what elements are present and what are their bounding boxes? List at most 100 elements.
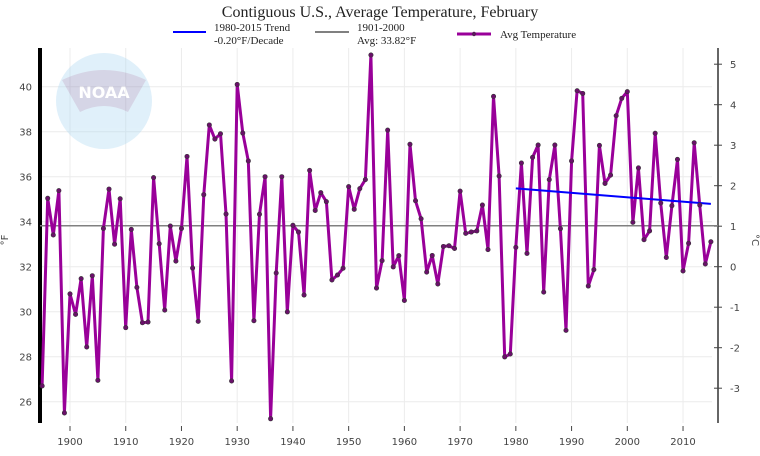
data-point <box>418 216 424 222</box>
legend-trend-label1: 1980-2015 Trend <box>214 22 291 34</box>
data-point <box>580 90 586 96</box>
data-point <box>50 232 56 238</box>
data-point <box>557 226 563 232</box>
data-point <box>446 243 452 249</box>
svg-text:NOAA: NOAA <box>78 83 130 102</box>
data-point <box>708 239 714 245</box>
x-tick-label: 1960 <box>392 437 417 448</box>
data-point <box>691 140 697 146</box>
data-point <box>123 325 129 331</box>
data-point <box>518 160 524 166</box>
y-tick-label: 28 <box>19 353 32 364</box>
data-point <box>613 113 619 119</box>
y-tick-label: 36 <box>19 173 32 184</box>
data-point <box>173 258 179 264</box>
x-tick-label: 1930 <box>224 437 249 448</box>
data-point <box>223 211 229 217</box>
y-tick-label: 40 <box>19 83 32 94</box>
data-point <box>686 240 692 246</box>
data-point <box>669 203 675 209</box>
data-point <box>195 318 201 324</box>
data-point <box>552 142 558 148</box>
y2-tick-label: 4 <box>730 101 736 112</box>
data-point <box>39 383 45 389</box>
data-point <box>602 180 608 186</box>
data-point <box>546 177 552 183</box>
data-point <box>463 230 469 236</box>
data-point <box>596 142 602 148</box>
data-point <box>106 186 112 192</box>
y2-tick-label: 3 <box>730 141 736 152</box>
data-point <box>128 226 134 232</box>
y-tick-label: 30 <box>19 308 32 319</box>
data-point <box>307 167 313 173</box>
data-point <box>329 277 335 283</box>
data-point <box>156 241 162 247</box>
data-point <box>335 272 341 278</box>
y-tick-label: 32 <box>19 263 32 274</box>
data-point <box>251 318 257 324</box>
x-tick-label: 1970 <box>447 437 472 448</box>
data-marks <box>39 52 718 422</box>
data-point <box>502 354 508 360</box>
data-point <box>574 88 580 94</box>
y2-tick-label: 1 <box>730 222 736 233</box>
data-point <box>45 195 51 201</box>
data-point <box>674 156 680 162</box>
data-point <box>190 265 196 271</box>
y2-tick-label: -1 <box>730 303 740 314</box>
data-point <box>541 289 547 295</box>
data-point <box>61 410 67 416</box>
data-point <box>284 309 290 315</box>
data-point <box>95 377 101 383</box>
data-point <box>413 198 419 204</box>
data-point <box>390 264 396 270</box>
data-point <box>73 311 79 317</box>
y-axis-label: °F <box>0 234 11 245</box>
data-point <box>608 172 614 178</box>
data-point <box>295 229 301 235</box>
data-point <box>591 267 597 273</box>
noaa-logo: NOAA <box>56 53 152 149</box>
data-point <box>151 175 157 181</box>
data-point <box>256 211 262 217</box>
data-point <box>217 131 223 137</box>
data-point <box>312 207 318 213</box>
data-point <box>234 81 240 87</box>
data-point <box>357 186 363 192</box>
data-point <box>468 229 474 235</box>
data-point <box>513 244 519 250</box>
data-point <box>479 202 485 208</box>
data-point <box>485 247 491 253</box>
data-point <box>635 165 641 171</box>
data-point <box>368 52 374 58</box>
data-point <box>178 225 184 231</box>
data-point <box>229 378 235 384</box>
data-point <box>139 320 145 326</box>
data-point <box>56 188 62 194</box>
data-point <box>379 258 385 264</box>
data-point <box>117 196 123 202</box>
data-point <box>89 273 95 279</box>
data-point <box>407 141 413 147</box>
data-point <box>396 253 402 259</box>
data-point <box>496 173 502 179</box>
data-point <box>452 245 458 251</box>
data-point <box>652 130 658 136</box>
legend-trend-label2: -0.20°F/Decade <box>214 35 284 47</box>
data-point <box>374 285 380 291</box>
legend-series-label: Avg Temperature <box>500 29 576 41</box>
y2-tick-label: 2 <box>730 182 736 193</box>
data-point <box>535 142 541 148</box>
data-point <box>585 283 591 289</box>
data-point <box>440 243 446 249</box>
data-point <box>268 416 274 422</box>
data-point <box>78 276 84 282</box>
data-point <box>424 269 430 275</box>
data-point <box>658 200 664 206</box>
data-point <box>435 281 441 287</box>
data-point <box>429 252 435 258</box>
y2-tick-label: -3 <box>730 384 740 395</box>
data-point <box>167 223 173 229</box>
